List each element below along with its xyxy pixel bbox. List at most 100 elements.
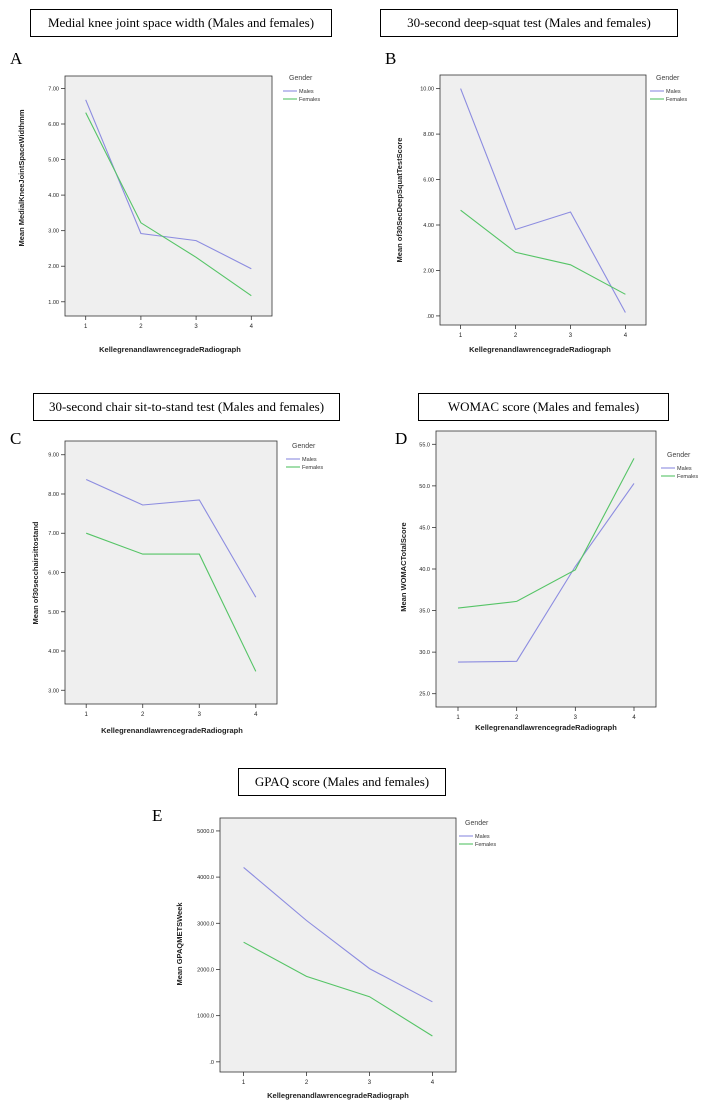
- x-tick-label: 1: [242, 1080, 246, 1086]
- y-tick-label: 6.00: [48, 122, 59, 128]
- y-tick-label: 7.00: [48, 86, 59, 92]
- y-tick-label: 1000.0: [197, 1014, 214, 1020]
- legend-title: Gender: [289, 75, 313, 82]
- plot-area: [64, 75, 273, 317]
- legend-label-males: Males: [302, 457, 317, 463]
- plot-area: [435, 430, 657, 708]
- legend-label-females: Females: [475, 842, 496, 848]
- x-tick-label: 3: [574, 715, 578, 721]
- y-tick-label: 3000.0: [197, 921, 214, 927]
- x-axis-label: KellegrenandlawrencegradeRadiograph: [267, 1091, 409, 1100]
- chart-title: WOMAC score (Males and females): [418, 393, 669, 421]
- y-tick-label: 4000.0: [197, 875, 214, 881]
- panel-letter: A: [10, 49, 23, 68]
- y-tick-label: 6.00: [48, 571, 59, 577]
- y-tick-label: 5.00: [48, 610, 59, 616]
- series-line-males: [460, 88, 626, 313]
- chart-title: 30-second deep-squat test (Males and fem…: [380, 9, 678, 37]
- y-tick-label: 7.00: [48, 531, 59, 537]
- x-tick-label: 3: [368, 1080, 372, 1086]
- chart-title: GPAQ score (Males and females): [238, 768, 446, 796]
- y-tick-label: 8.00: [48, 492, 59, 498]
- y-tick-label: 45.0: [419, 525, 430, 531]
- y-tick-label: 2000.0: [197, 967, 214, 973]
- series-line-females: [85, 112, 252, 297]
- series-line-males: [85, 478, 257, 598]
- legend-label-males: Males: [299, 89, 314, 95]
- legend-label-males: Males: [666, 89, 681, 95]
- x-tick-label: 4: [254, 712, 258, 718]
- x-tick-label: 4: [624, 333, 628, 339]
- x-tick-label: 3: [194, 324, 198, 330]
- x-tick-label: 2: [141, 712, 145, 718]
- y-tick-label: 4.00: [423, 223, 434, 229]
- y-tick-label: 30.0: [419, 650, 430, 656]
- y-axis-label: Mean of30SecDeepSquatTestScore: [395, 138, 404, 263]
- y-tick-label: 5000.0: [197, 829, 214, 835]
- series-line-females: [457, 458, 635, 609]
- x-tick-label: 4: [431, 1080, 435, 1086]
- x-tick-label: 1: [85, 712, 89, 718]
- chart-title: 30-second chair sit-to-stand test (Males…: [33, 393, 340, 421]
- legend-title: Gender: [656, 75, 680, 82]
- panel-letter: C: [10, 429, 22, 448]
- panel-letter: D: [395, 429, 408, 448]
- x-tick-label: 2: [139, 324, 143, 330]
- x-tick-label: 2: [515, 715, 519, 721]
- plot-area: [439, 74, 647, 326]
- y-tick-label: 35.0: [419, 609, 430, 615]
- x-tick-label: 4: [250, 324, 254, 330]
- x-tick-label: 1: [459, 333, 463, 339]
- y-axis-label: Mean GPAQMETSWeek: [175, 902, 184, 986]
- x-tick-label: 4: [632, 715, 636, 721]
- x-tick-label: 1: [456, 715, 460, 721]
- chart-title: Medial knee joint space width (Males and…: [30, 9, 332, 37]
- y-tick-label: 3.00: [48, 688, 59, 694]
- legend-label-males: Males: [677, 466, 692, 472]
- x-tick-label: 3: [569, 333, 573, 339]
- panel-letter: B: [385, 49, 397, 68]
- x-axis-label: KellegrenandlawrencegradeRadiograph: [101, 726, 243, 735]
- x-tick-label: 1: [84, 324, 88, 330]
- y-axis-label: Mean of30secchairsittostand: [31, 521, 40, 624]
- x-axis-label: KellegrenandlawrencegradeRadiograph: [469, 345, 611, 354]
- legend-label-females: Females: [302, 465, 323, 471]
- y-tick-label: 8.00: [423, 132, 434, 138]
- y-tick-label: 10.00: [420, 87, 434, 93]
- y-tick-label: 25.0: [419, 692, 430, 698]
- x-tick-label: 2: [305, 1080, 309, 1086]
- legend-label-females: Females: [666, 97, 687, 103]
- series-line-males: [457, 483, 635, 663]
- y-tick-label: .00: [426, 314, 434, 320]
- y-tick-label: 2.00: [48, 264, 59, 270]
- y-tick-label: .0: [209, 1060, 214, 1066]
- series-line-females: [243, 941, 433, 1037]
- y-tick-label: 1.00: [48, 300, 59, 306]
- y-axis-label: Mean MedialKneeJointSpaceWidthmm: [17, 109, 26, 246]
- x-axis-label: KellegrenandlawrencegradeRadiograph: [99, 345, 241, 354]
- y-axis-label: Mean WOMACTotalScore: [399, 522, 408, 611]
- y-tick-label: 4.00: [48, 193, 59, 199]
- legend-title: Gender: [667, 452, 691, 459]
- x-tick-label: 2: [514, 333, 518, 339]
- y-tick-label: 3.00: [48, 229, 59, 235]
- y-tick-label: 55.0: [419, 442, 430, 448]
- y-tick-label: 2.00: [423, 268, 434, 274]
- x-tick-label: 3: [198, 712, 202, 718]
- legend-title: Gender: [292, 443, 316, 450]
- y-tick-label: 5.00: [48, 158, 59, 164]
- y-tick-label: 6.00: [423, 178, 434, 184]
- y-tick-label: 40.0: [419, 567, 430, 573]
- y-tick-label: 50.0: [419, 484, 430, 490]
- series-line-females: [460, 209, 626, 295]
- legend-title: Gender: [465, 820, 489, 827]
- panel-letter: E: [152, 806, 163, 825]
- x-axis-label: KellegrenandlawrencegradeRadiograph: [475, 723, 617, 732]
- y-tick-label: 4.00: [48, 649, 59, 655]
- legend-label-males: Males: [475, 834, 490, 840]
- series-line-females: [86, 532, 257, 672]
- legend-label-females: Females: [299, 97, 320, 103]
